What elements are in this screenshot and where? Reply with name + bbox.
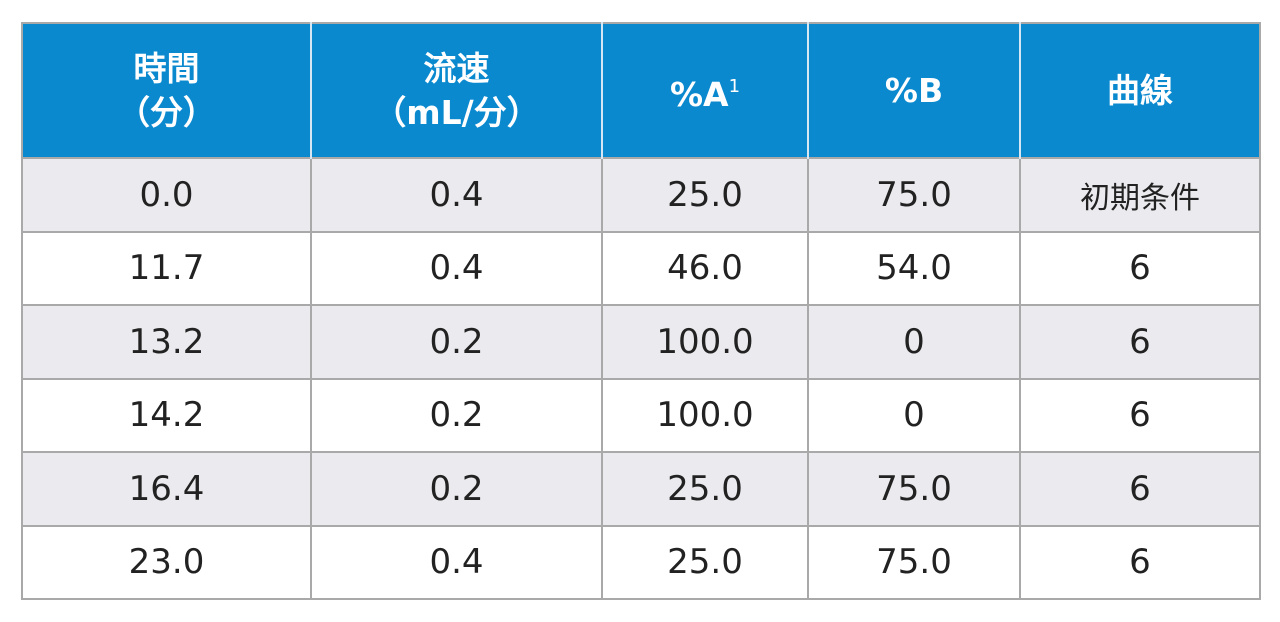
table-cell: 0.0 [21, 157, 312, 233]
table-row: 13.2 0.2 100.0 0 6 [21, 304, 1261, 380]
table-cell: 6 [1019, 230, 1261, 306]
table-cell: 25.0 [601, 157, 809, 233]
table-row: 0.0 0.4 25.0 75.0 初期条件 [21, 157, 1261, 233]
table-cell: 23.0 [21, 524, 312, 600]
header-cell: 曲線 [1019, 22, 1261, 158]
table-cell: 0 [807, 304, 1021, 380]
table-cell: 16.4 [21, 451, 312, 527]
table-cell: 6 [1019, 304, 1261, 380]
table-cell: 6 [1019, 524, 1261, 600]
table-cell: 75.0 [807, 157, 1021, 233]
header-text: %A [669, 74, 729, 114]
table-row: 23.0 0.4 25.0 75.0 6 [21, 524, 1261, 600]
table-row: 11.7 0.4 46.0 54.0 6 [21, 230, 1261, 306]
header-cell: 時間 （分） [21, 22, 312, 158]
table-cell: 13.2 [21, 304, 312, 380]
table-cell: 0 [807, 377, 1021, 453]
header-cell: %A1 [601, 22, 809, 158]
table-cell: 100.0 [601, 377, 809, 453]
table-cell: 14.2 [21, 377, 312, 453]
table-cell: 46.0 [601, 230, 809, 306]
table-cell: 75.0 [807, 451, 1021, 527]
header-text: 曲線 [1107, 70, 1173, 110]
table-cell: 11.7 [21, 230, 312, 306]
header-text: %B [884, 70, 944, 110]
table-cell: 54.0 [807, 230, 1021, 306]
table-cell: 100.0 [601, 304, 809, 380]
table-cell: 初期条件 [1019, 157, 1261, 233]
header-cell: %B [807, 22, 1021, 158]
table-cell: 0.4 [310, 157, 603, 233]
table-cell: 25.0 [601, 524, 809, 600]
table-cell: 0.2 [310, 377, 603, 453]
header-text: 流速 [423, 48, 490, 88]
table-cell: 0.4 [310, 524, 603, 600]
header-cell: 流速 （mL/分） [310, 22, 603, 158]
table-cell: 75.0 [807, 524, 1021, 600]
table-cell: 0.2 [310, 451, 603, 527]
header-text: （分） [117, 92, 216, 132]
header-text: （mL/分） [373, 92, 540, 132]
table-body: 0.0 0.4 25.0 75.0 初期条件 11.7 0.4 46.0 54.0 6 13.2 0.… [21, 157, 1261, 600]
gradient-table: 時間 （分） 流速 （mL/分） %A1 %B 曲線 0.0 0.4 25.0 75.0 初期条件 1… [21, 22, 1261, 600]
header-superscript: 1 [728, 75, 741, 97]
table-cell: 0.2 [310, 304, 603, 380]
table-cell: 6 [1019, 451, 1261, 527]
table-row: 14.2 0.2 100.0 0 6 [21, 377, 1261, 453]
table-cell: 0.4 [310, 230, 603, 306]
header-text: 時間 [133, 48, 200, 88]
table-row: 16.4 0.2 25.0 75.0 6 [21, 451, 1261, 527]
table-cell: 6 [1019, 377, 1261, 453]
header-row: 時間 （分） 流速 （mL/分） %A1 %B 曲線 [21, 22, 1261, 158]
table-cell: 25.0 [601, 451, 809, 527]
